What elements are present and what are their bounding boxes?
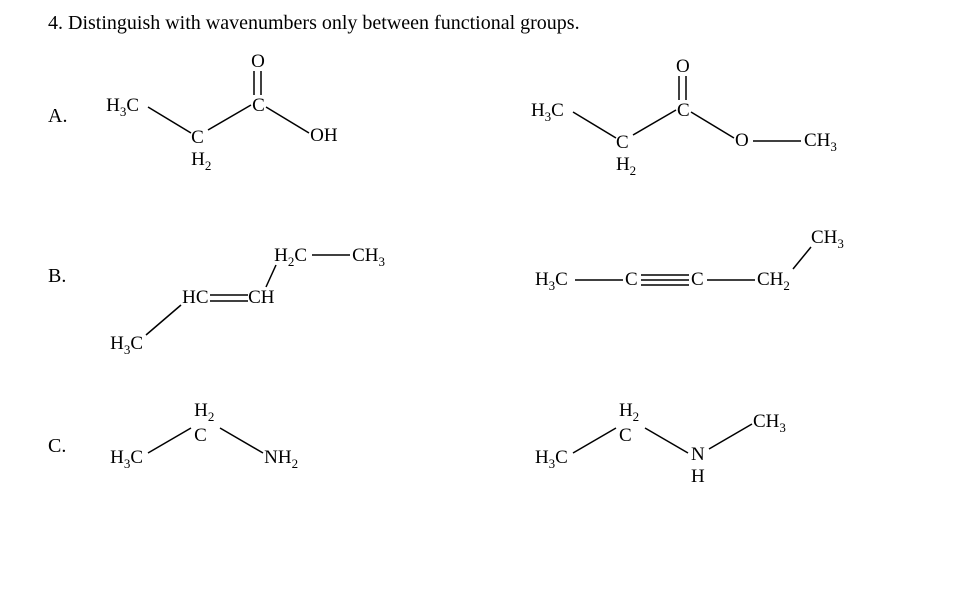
atom-ch3-r: CH3 xyxy=(804,130,837,155)
atom-h3c-r: H3C xyxy=(531,100,564,125)
atom-o: O xyxy=(251,51,265,73)
label-b: B. xyxy=(48,225,96,288)
atom-b-ch: CH xyxy=(248,287,274,309)
atom-b-hc: HC xyxy=(182,287,208,309)
atom-br-c2: C xyxy=(691,269,704,291)
atom-c-nh2: NH2 xyxy=(264,447,298,472)
atom-br-ch3: CH3 xyxy=(811,227,844,252)
atom-cr-ch3: CH3 xyxy=(753,411,786,436)
atom-ch2-r: CH2 xyxy=(616,132,636,179)
atom-h3c: H3C xyxy=(106,95,139,120)
atom-ch2: CH2 xyxy=(191,127,211,174)
label-a: A. xyxy=(48,65,96,128)
atom-cr-ch2: H2C xyxy=(619,400,639,447)
structure-c-left: H3C H2C NH2 xyxy=(96,395,481,485)
atom-c-ch2: H2C xyxy=(194,400,214,447)
question-text: 4. Distinguish with wavenumbers only bet… xyxy=(48,12,925,35)
row-b: B. H3C HC CH H2C CH3 xyxy=(48,225,925,355)
structure-c-right: H3C H2C NH CH3 xyxy=(521,395,925,485)
atom-br-h3c: H3C xyxy=(535,269,568,294)
atom-cr-h3c: H3C xyxy=(535,447,568,472)
row-a: A. H3C CH2 C O OH xyxy=(48,65,925,185)
label-c: C. xyxy=(48,395,96,458)
structure-a-right: H3C CH2 C O O CH3 xyxy=(521,65,925,185)
atom-oh: OH xyxy=(310,125,337,147)
atom-b-ch3: CH3 xyxy=(352,245,385,270)
atom-c: C xyxy=(252,95,265,117)
question-number: 4. xyxy=(48,12,63,34)
structure-b-right: H3C C C CH2 CH3 xyxy=(521,225,925,325)
atom-o-r: O xyxy=(676,56,690,78)
atom-o2-r: O xyxy=(735,130,749,152)
atom-b-h3c: H3C xyxy=(110,333,143,358)
atom-c-h3c: H3C xyxy=(110,447,143,472)
atom-br-c1: C xyxy=(625,269,638,291)
row-c: C. H3C H2C NH2 H3C H2C NH CH3 xyxy=(48,395,925,485)
atom-cr-nh: NH xyxy=(691,444,705,488)
structure-a-left: H3C CH2 C O OH xyxy=(96,65,481,185)
structure-b-left: H3C HC CH H2C CH3 xyxy=(96,225,481,355)
atom-c-r: C xyxy=(677,100,690,122)
atom-br-ch2: CH2 xyxy=(757,269,790,294)
question-body: Distinguish with wavenumbers only betwee… xyxy=(68,12,580,34)
atom-b-h2c: H2C xyxy=(274,245,307,270)
